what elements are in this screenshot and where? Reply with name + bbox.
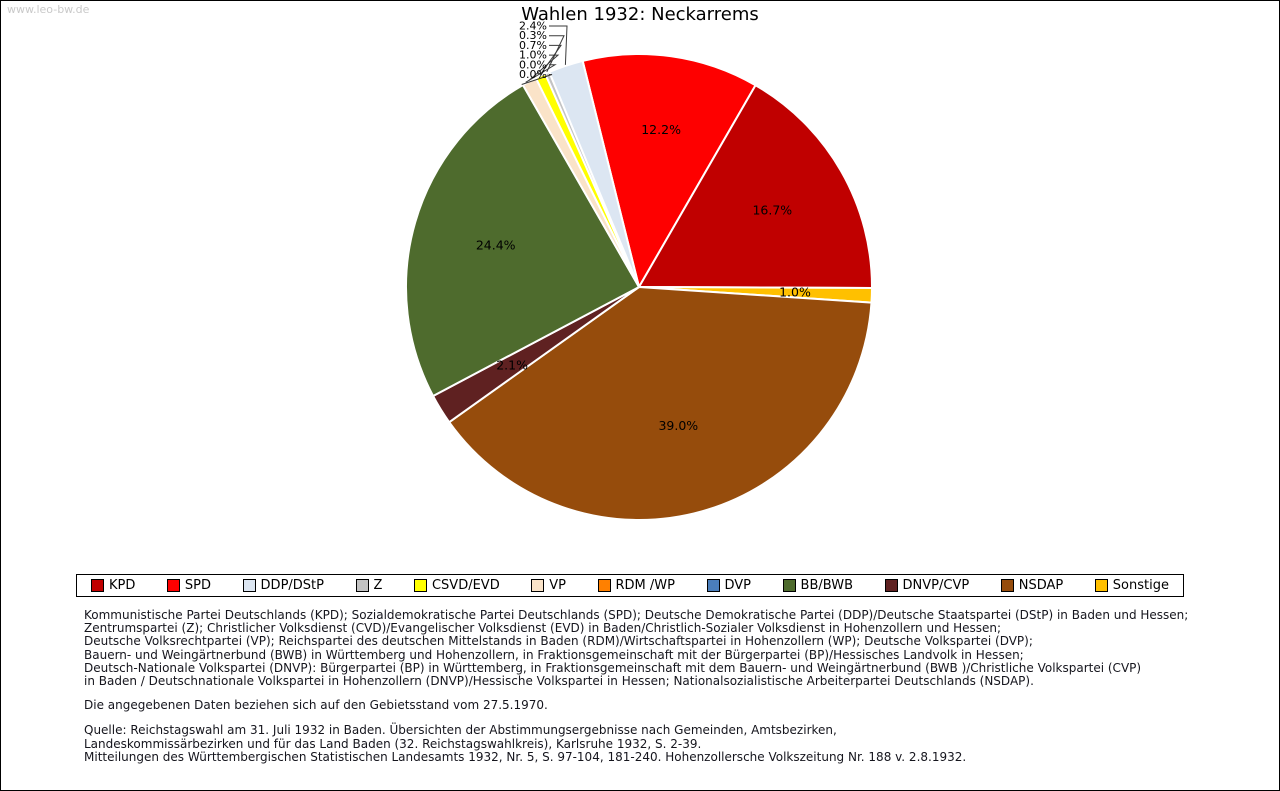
note-line: Zentrumspartei (Z); Christlicher Volksdi… (84, 621, 1002, 636)
legend-label: KPD (109, 578, 136, 593)
legend-swatch-CSVD/EVD (413, 579, 427, 592)
slice-label-BB/BWB: 24.4% (476, 238, 516, 253)
slice-label-DNVP/CVP: 2.1% (496, 357, 528, 372)
slice-label-KPD: 16.7% (752, 202, 792, 217)
legend-item-VP: VP (531, 578, 566, 593)
note-line: Kommunistische Partei Deutschlands (KPD)… (84, 608, 1189, 622)
pie-slice-DDP/DStP (548, 59, 640, 288)
legend-swatch-NSDAP (1000, 579, 1014, 592)
note-line: Landeskommissärbezirken und für das Land… (84, 736, 702, 751)
legend-label: SPD (184, 578, 212, 593)
pie-slice-KPD (638, 84, 874, 290)
callout-label-DVP: 0.0% (519, 68, 547, 81)
legend-label: DVP (724, 578, 752, 593)
legend-swatch-Z (355, 579, 369, 592)
legend-item-DNVP/CVP: DNVP/CVP (884, 578, 970, 593)
note-line: Deutsch-Nationale Volkspartei (DNVP): Bü… (84, 660, 1142, 675)
legend-swatch-DDP/DStP (242, 579, 256, 592)
callout-label-Z: 0.3% (519, 29, 547, 42)
slice-label-NSDAP: 39.0% (658, 418, 698, 433)
note-line: Bauern- und Weingärtnerbund (BWB) in Wür… (84, 647, 1024, 662)
pie-slice-SPD (581, 53, 757, 288)
note-line: in Baden / Deutschnationale Volkspartei … (84, 674, 1034, 689)
party-abbreviations-note: Kommunistische Partei Deutschlands (KPD)… (84, 608, 1234, 689)
legend: KPD SPD DDP/DStP Z CSVD/EVD VP RDM /WP DVP BB/BW… (76, 574, 1184, 597)
slice-label-SPD: 12.2% (641, 122, 681, 137)
legend-label: CSVD/EVD (431, 578, 500, 593)
callout-line-DDP/DStP (549, 25, 568, 65)
legend-item-Z: Z (355, 578, 383, 593)
legend-item-Sonstige: Sonstige (1094, 578, 1169, 593)
legend-swatch-BB/BWB (782, 579, 796, 592)
legend-label: VP (549, 578, 566, 593)
callout-line-VP (528, 54, 560, 81)
territorial-note: Die angegebenen Daten beziehen sich auf … (84, 699, 1234, 712)
legend-item-RDM /WP: RDM /WP (597, 578, 675, 593)
legend-swatch-DNVP/CVP (884, 579, 898, 592)
legend-swatch-RDM /WP (597, 579, 611, 592)
legend-item-NSDAP: NSDAP (1000, 578, 1064, 593)
note-line: Die angegebenen Daten beziehen sich auf … (84, 698, 548, 713)
legend-label: Sonstige (1112, 578, 1169, 593)
note-line: Quelle: Reichstagswahl am 31. Juli 1932 … (84, 723, 837, 738)
pie-slice-BB/BWB (405, 83, 640, 397)
callout-line-DVP (521, 74, 553, 85)
legend-swatch-KPD (91, 579, 104, 592)
legend-label: DNVP/CVP (902, 578, 970, 593)
callout-line-RDM /WP (525, 64, 557, 83)
note-line: Mitteilungen des Württembergischen Stati… (84, 749, 967, 764)
legend-label: BB/BWB (800, 578, 853, 593)
legend-item-CSVD/EVD: CSVD/EVD (413, 578, 500, 593)
pie-slice-NSDAP (448, 286, 873, 521)
callout-label-DDP/DStP: 2.4% (519, 20, 547, 33)
chart-title: Wahlen 1932: Neckarrems (521, 4, 759, 25)
slice-label-Sonstige: 1.0% (779, 285, 811, 300)
callout-label-CSVD/EVD: 0.7% (519, 39, 547, 52)
legend-label: Z (373, 578, 383, 593)
notes: Kommunistische Partei Deutschlands (KPD)… (84, 608, 1234, 764)
legend-item-DVP: DVP (706, 578, 752, 593)
legend-label: DDP/DStP (260, 578, 324, 593)
legend-item-KPD: KPD (91, 578, 135, 593)
callout-label-RDM /WP: 0.0% (519, 58, 547, 71)
legend-item-DDP/DStP: DDP/DStP (242, 578, 324, 593)
legend-swatch-Sonstige (1094, 579, 1108, 592)
legend-label: NSDAP (1018, 578, 1064, 593)
legend-swatch-VP (531, 579, 545, 592)
legend-item-BB/BWB: BB/BWB (782, 578, 853, 593)
legend-label: RDM /WP (615, 578, 675, 593)
source-note: Quelle: Reichstagswahl am 31. Juli 1932 … (84, 724, 1234, 764)
callout-label-VP: 1.0% (519, 49, 547, 62)
pie-chart: 12.2% 16.7% 1.0% 39.0% 2.1% 24.4% 2.4%0.3%0.7%… (405, 20, 874, 521)
watermark: www.leo-bw.de (7, 3, 90, 16)
legend-item-SPD: SPD (166, 578, 212, 593)
note-line: Deutsche Volksrechtpartei (VP); Reichspa… (84, 634, 1033, 649)
legend-swatch-SPD (166, 579, 180, 592)
legend-swatch-DVP (706, 579, 720, 592)
